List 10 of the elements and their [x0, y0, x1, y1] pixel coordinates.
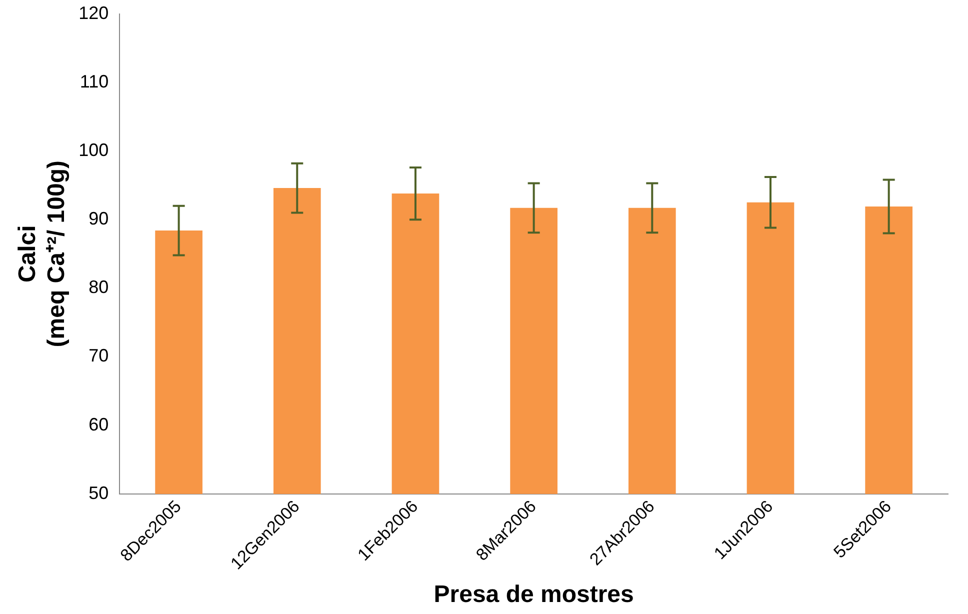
y-tick-label: 80: [88, 277, 109, 298]
y-tick-label: 50: [88, 482, 109, 503]
y-tick-label: 120: [78, 2, 109, 23]
y-axis-title: Calci (meq Ca⁺²/ 100g): [14, 160, 70, 348]
y-tick-label: 70: [88, 346, 109, 366]
y-tick-label: 60: [88, 414, 109, 434]
y-tick-label: 90: [88, 208, 109, 229]
x-axis-title: Presa de mostres: [434, 581, 634, 608]
y-tick-label: 100: [78, 140, 109, 160]
y-tick-label: 110: [80, 71, 109, 92]
